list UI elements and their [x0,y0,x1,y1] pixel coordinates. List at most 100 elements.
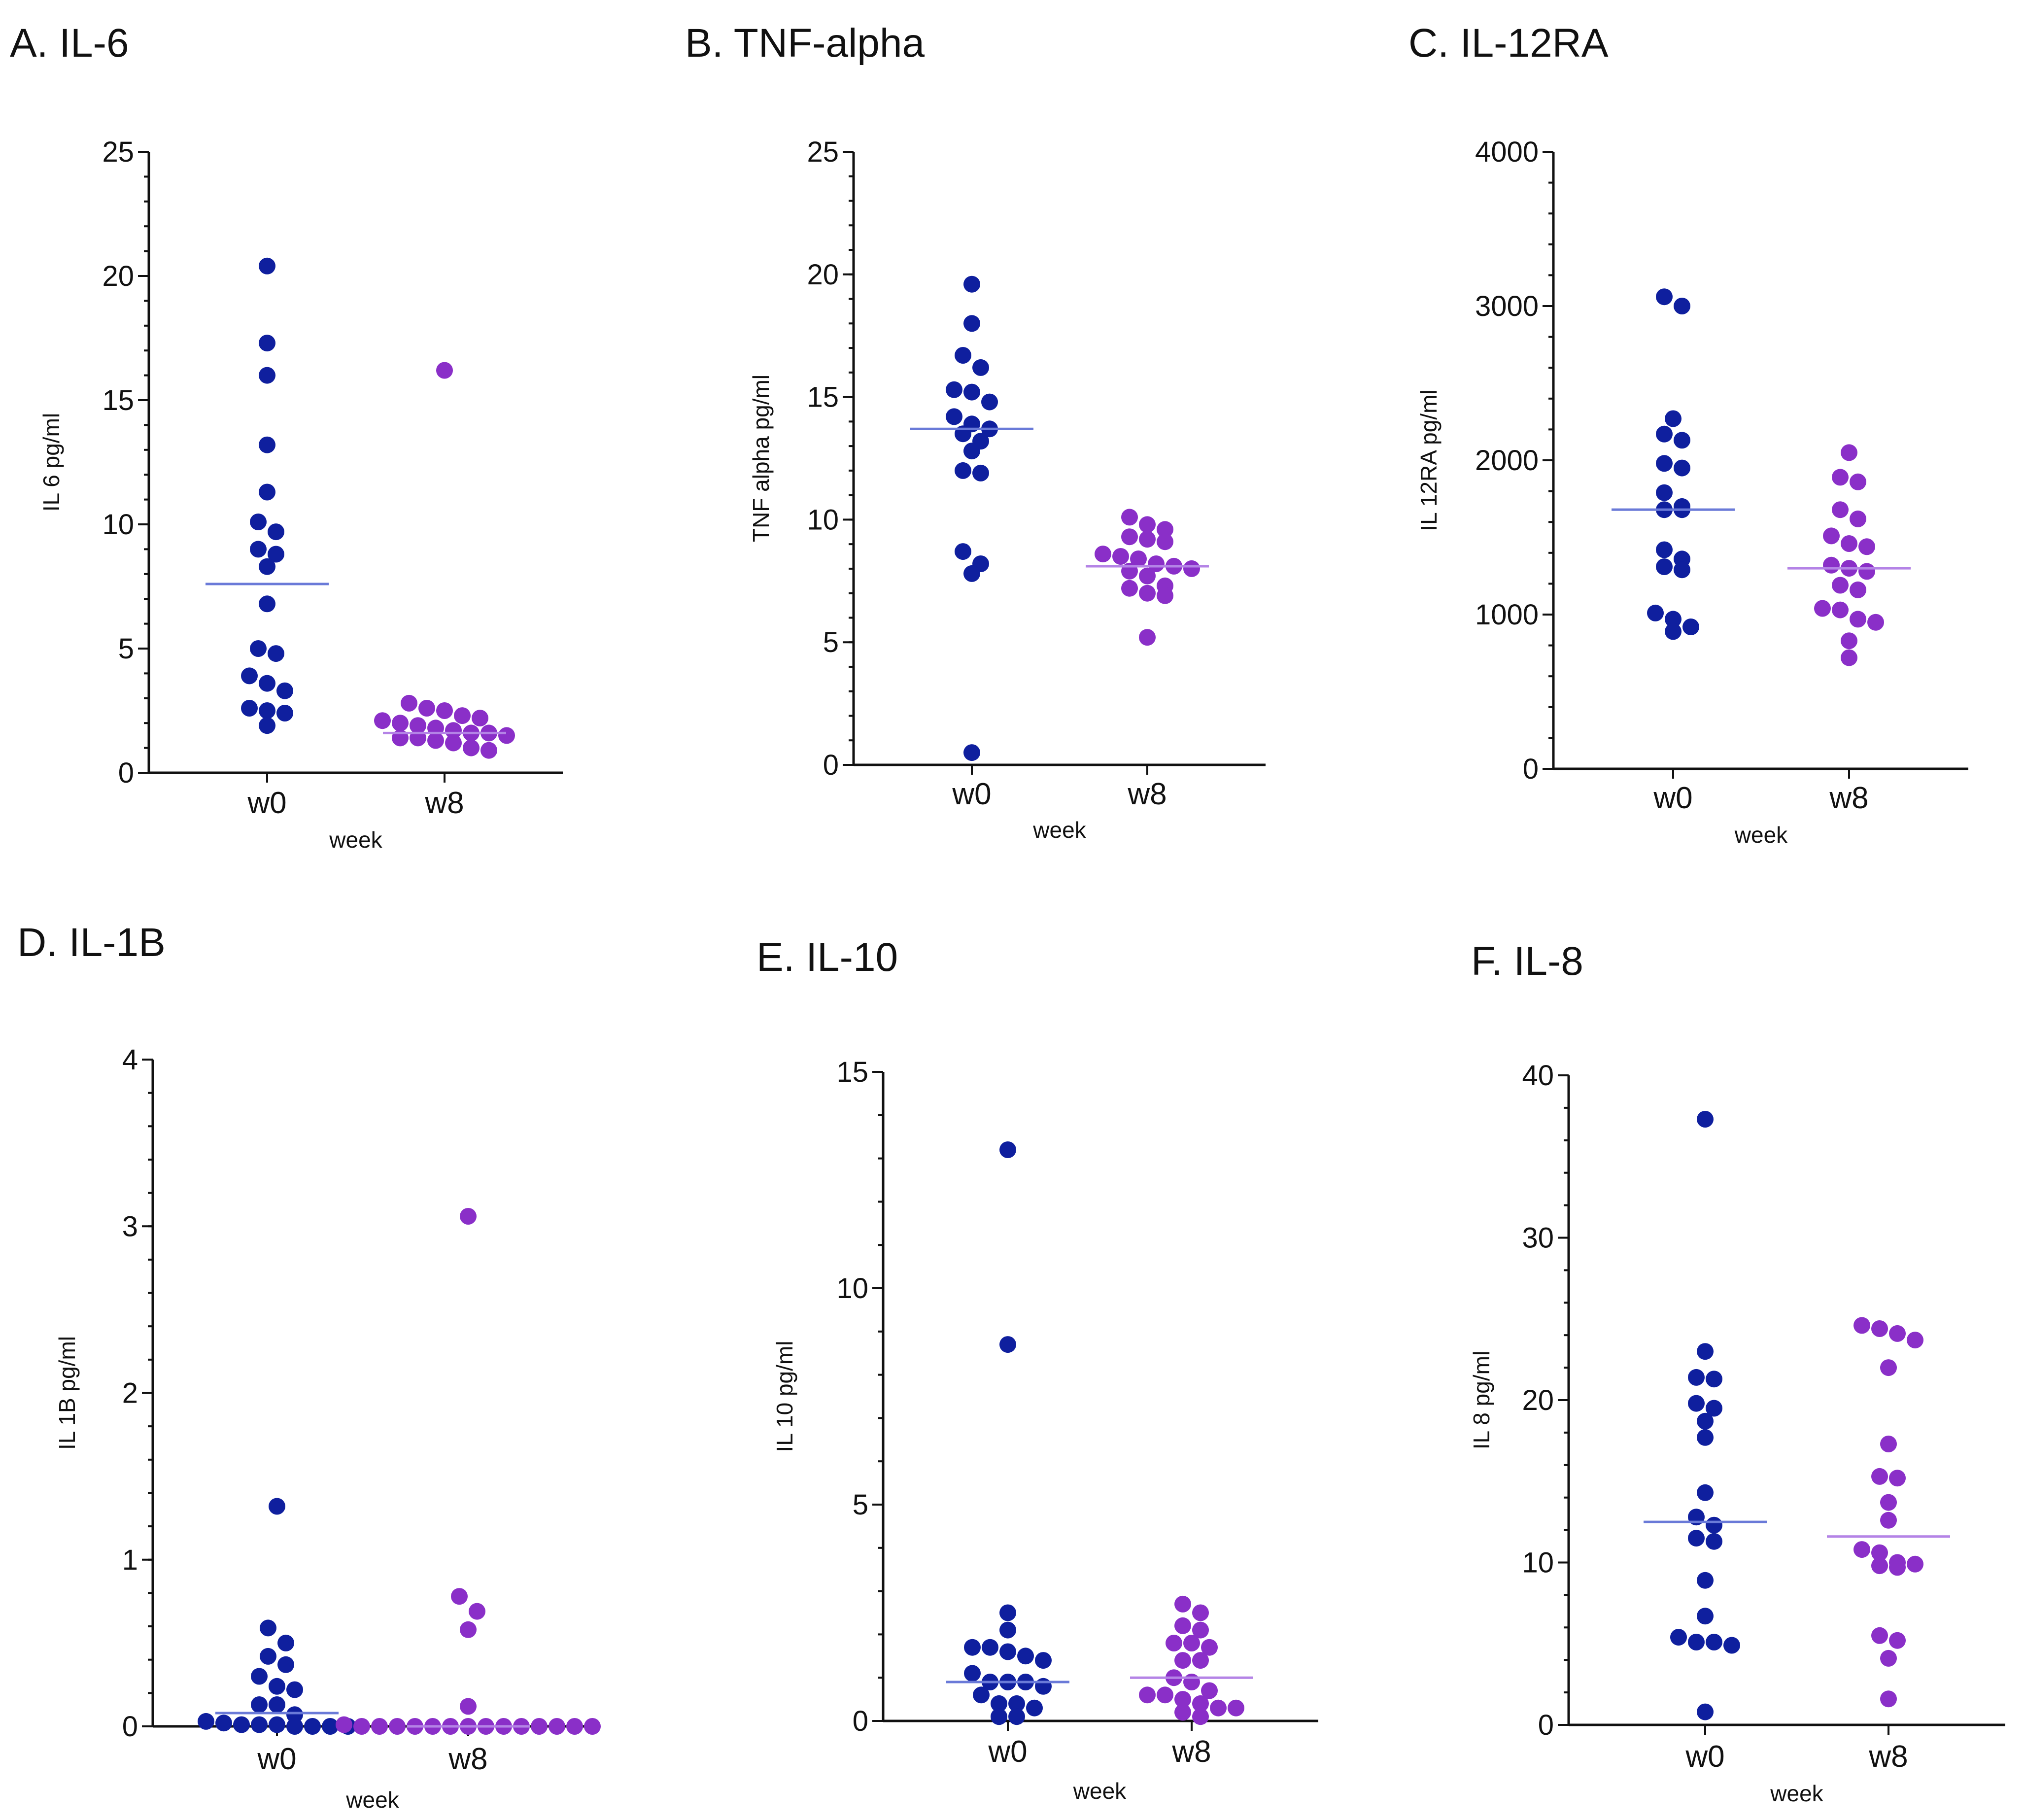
data-point [1850,581,1866,598]
data-point [259,367,275,384]
data-point [531,1718,548,1735]
data-point [260,1648,276,1665]
y-tick-label: 5 [118,633,134,665]
data-point [1850,473,1866,490]
data-point [1210,1699,1227,1717]
data-point [1889,1325,1906,1342]
data-point [401,694,417,712]
data-point [1674,432,1690,449]
data-point [1139,567,1156,584]
data-point [1647,604,1664,621]
data-point [1121,509,1138,526]
data-point [1166,1635,1182,1651]
data-point [1035,1678,1052,1695]
data-point [418,700,435,717]
data-point [566,1718,583,1735]
data-point [241,700,258,717]
data-point [1880,1649,1897,1667]
data-point [964,1665,981,1682]
series-w8 [1787,444,1911,666]
data-point [1183,1674,1200,1690]
data-point [269,1498,285,1515]
x-tick-label: w8 [1868,1740,1908,1774]
data-point [1858,563,1875,580]
data-point [1157,521,1173,538]
data-point [1889,1470,1906,1487]
y-axis-title: TNF alpha pg/ml [748,375,774,542]
data-point [1688,1395,1705,1412]
panel-C: C. IL-12RA 0 1000 2000 3000 4000 w0 w8 week IL 12… [1408,21,1968,848]
data-point [999,1643,1016,1660]
data-point [389,1718,406,1735]
data-point [353,1718,370,1735]
y-tick-label: 0 [823,749,839,781]
data-point [999,1141,1016,1158]
y-tick-label: 3 [122,1210,138,1242]
data-point [1697,1429,1714,1446]
series-w8 [1130,1595,1253,1725]
data-point [1697,1412,1714,1430]
data-point [436,362,453,379]
data-point [963,565,980,582]
data-point [955,462,971,479]
series-w8 [336,1208,601,1735]
data-point [1008,1695,1025,1712]
data-point [1026,1699,1043,1717]
data-point [259,675,275,692]
data-point [259,335,275,352]
panel-title: A. IL-6 [10,21,129,66]
data-point [250,640,267,657]
panel-F: F. IL-8 0 10 20 30 40 w0 w8 week IL 8 pg/ml [1469,939,2005,1806]
data-point [463,739,480,756]
y-axis-title: IL 8 pg/ml [1469,1351,1494,1449]
data-point [1157,533,1173,550]
data-point [276,682,293,699]
data-point [268,645,284,662]
data-point [1130,550,1147,567]
data-point [1688,1530,1705,1547]
data-point [1907,1332,1923,1349]
data-point [1850,611,1866,628]
data-point [392,715,409,732]
data-point [1139,531,1156,548]
data-point [451,1588,468,1605]
x-axis-title: week [329,827,382,853]
panel-E: E. IL-10 0 5 10 15 w0 w8 week IL 10 pg/ml [756,935,1318,1804]
data-point [1017,1648,1034,1665]
panel-title: C. IL-12RA [1408,21,1609,66]
y-tick-label: 15 [807,381,839,413]
data-point [460,1698,477,1715]
y-tick-label: 10 [102,509,134,541]
data-point [1656,455,1673,472]
x-tick-label: w0 [247,786,286,820]
data-point [1228,1699,1244,1717]
data-point [1907,1555,1923,1573]
data-point [1656,541,1673,558]
data-point [1674,459,1690,477]
y-tick-label: 0 [1538,1709,1554,1741]
data-point [259,436,275,453]
y-tick-label: 0 [122,1711,138,1743]
y-tick-label: 20 [807,259,839,291]
panel-title: E. IL-10 [756,935,898,980]
data-point [1665,623,1682,640]
data-point [260,1619,276,1637]
data-point [374,712,391,729]
data-point [215,1715,232,1732]
data-point [251,1696,268,1713]
data-point [1853,1317,1870,1334]
data-point [1656,484,1673,501]
data-point [1832,501,1849,518]
data-point [1880,1511,1897,1529]
data-point [251,1716,268,1733]
panel-B: B. TNF-alpha 0 5 10 15 20 25 w0 w8 week TNF alpha … [685,21,1266,843]
data-point [1674,298,1690,314]
data-point [1665,611,1682,628]
data-point [1832,577,1849,594]
data-point [1174,1617,1191,1634]
data-point [1201,1639,1218,1656]
x-tick-label: w8 [424,786,464,820]
data-point [1192,1652,1209,1669]
panel-D: D. IL-1B 0 1 2 3 4 w0 w8 week IL 1B pg/ml [17,920,601,1813]
data-point [1706,1400,1722,1417]
